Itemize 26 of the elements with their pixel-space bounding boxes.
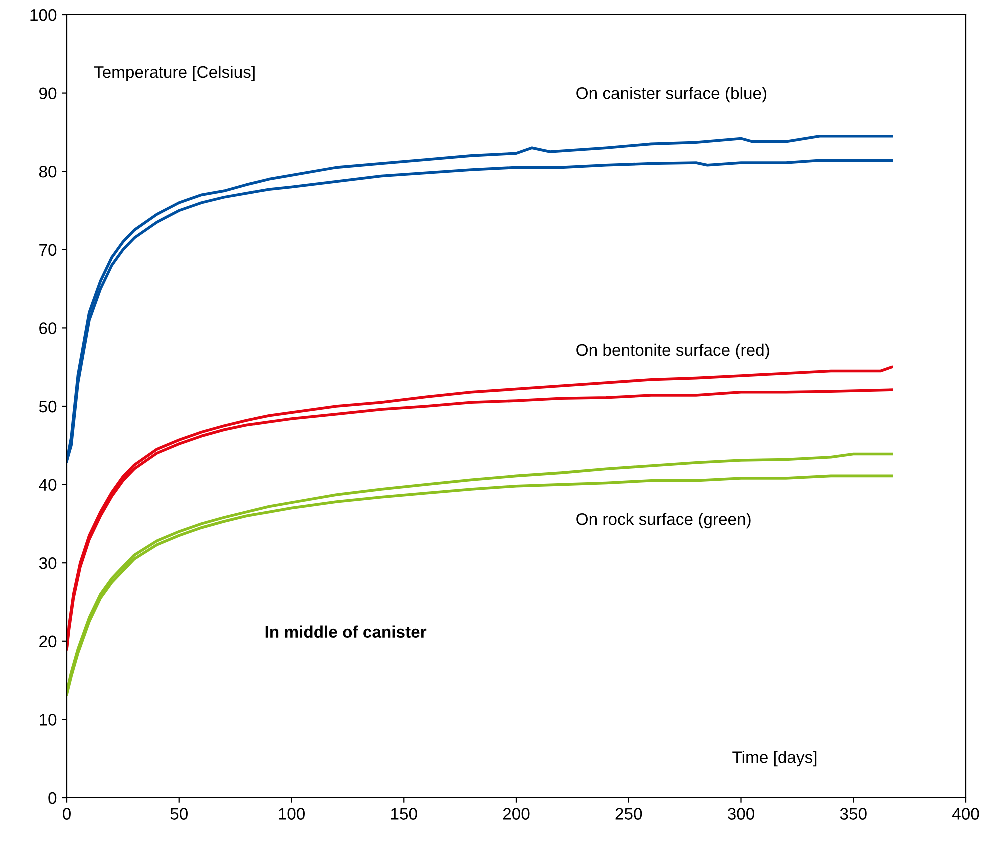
x-tick-label: 150: [391, 808, 418, 820]
y-tick-label: 40: [39, 479, 57, 492]
annotation: In middle of canister: [266, 626, 427, 638]
y-tick-label: 30: [39, 558, 57, 570]
y-tick-label: 100: [30, 9, 57, 22]
x-tick-label: 300: [728, 808, 755, 820]
y-tick-label: 90: [40, 88, 57, 100]
y-tick-label: 80: [39, 166, 57, 178]
y-tick-label: 10: [40, 714, 57, 726]
y-tick-label: 70: [40, 244, 57, 256]
x-tick-label: 50: [170, 808, 188, 820]
y-tick-label: 20: [40, 636, 57, 648]
x-tick-label: 200: [503, 808, 530, 820]
x-axis-title: Time [days]: [732, 751, 817, 767]
annotation: On canister surface (blue): [576, 87, 767, 103]
x-tick-label: 400: [952, 808, 980, 820]
y-tick-label: 0: [48, 792, 57, 804]
x-tick-label: 350: [840, 808, 867, 820]
x-tick-label: 100: [279, 808, 306, 820]
x-tick-label: 0: [63, 808, 71, 820]
x-tick-label: 250: [616, 808, 642, 820]
y-tick-label: 60: [40, 322, 57, 334]
annotation: On rock surface (green): [576, 513, 751, 529]
y-tick-label: 50: [39, 400, 57, 413]
y-axis-title: Temperature [Celsius]: [94, 66, 255, 82]
annotation: On bentonite surface (red): [576, 344, 770, 360]
